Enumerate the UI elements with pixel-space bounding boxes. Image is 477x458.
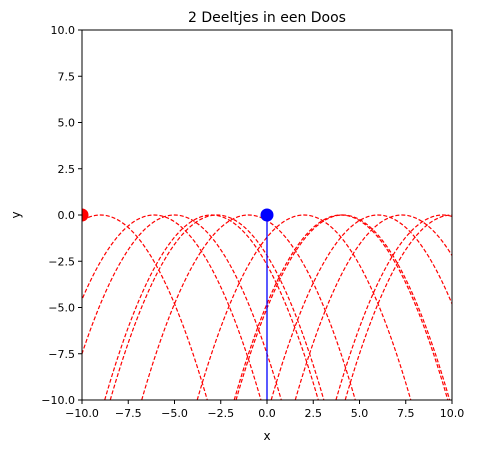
y-tick-label: −10.0 [41,394,75,407]
red-trajectory-arc [196,214,412,400]
plot-area [82,208,452,400]
chart-title: 2 Deeltjes in een Doos [188,10,346,26]
red-trajectory-arc [109,214,325,400]
y-tick-label: −2.5 [48,255,75,268]
y-tick-label: 7.5 [58,70,76,83]
x-tick-label: −5.0 [161,407,188,420]
x-axis: −10.0 −7.5 −5.0 −2.5 0.0 2.5 5.0 7.5 10.0 [65,400,464,420]
red-trajectory-arc [235,214,451,400]
red-trajectory-arc [82,214,262,400]
y-axis: −10.0 −7.5 −5.0 −2.5 0.0 2.5 5.0 7.5 10.0 [41,24,82,407]
red-trajectory-arc [141,214,356,400]
y-tick-label: −5.0 [48,302,75,315]
x-tick-label: 10.0 [440,407,465,420]
y-tick-label: −7.5 [48,348,75,361]
red-trajectory-arc [335,214,452,400]
red-particle-marker [82,208,89,222]
y-tick-label: 10.0 [51,24,76,37]
x-tick-label: 5.0 [351,407,369,420]
x-tick-label: −7.5 [115,407,142,420]
red-particle-trajectory [82,214,452,400]
particle-markers [82,208,274,222]
x-tick-label: 0.0 [258,407,276,420]
x-tick-label: 2.5 [305,407,323,420]
red-trajectory-arc [270,214,452,400]
red-trajectory-arc [82,214,208,400]
red-trajectory-arc [233,214,449,400]
x-tick-label: −10.0 [65,407,99,420]
red-trajectory-arc [294,214,452,400]
y-tick-label: 2.5 [58,163,76,176]
x-axis-label: x [263,429,270,443]
x-tick-label: −2.5 [207,407,234,420]
red-trajectory-arc [82,214,282,400]
y-axis-label: y [9,211,23,218]
y-tick-label: 0.0 [58,209,76,222]
blue-particle-marker [260,208,274,222]
y-tick-label: 5.0 [58,117,76,130]
x-tick-label: 7.5 [397,407,415,420]
red-trajectory-arc [344,214,452,400]
